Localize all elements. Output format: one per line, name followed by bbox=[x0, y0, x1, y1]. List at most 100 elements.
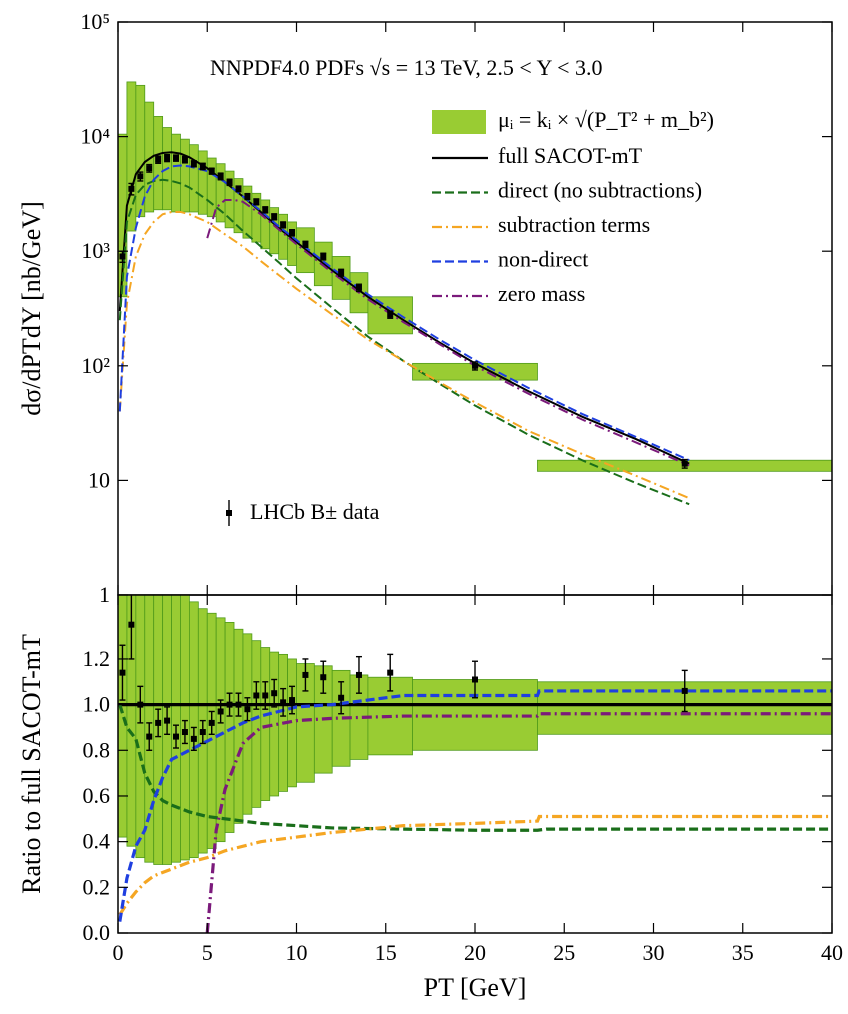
x-tick-label: 30 bbox=[643, 940, 665, 965]
data-point bbox=[119, 669, 126, 676]
data-point bbox=[164, 717, 171, 724]
band-bin bbox=[278, 213, 288, 260]
data-point bbox=[338, 694, 345, 701]
data-point bbox=[190, 735, 197, 742]
x-axis-label: PT [GeV] bbox=[424, 973, 527, 1002]
legend-label: zero mass bbox=[498, 281, 585, 306]
y-axis-label: Ratio to full SACOT-mT bbox=[17, 634, 46, 894]
x-tick-label: 40 bbox=[821, 940, 843, 965]
data-point bbox=[244, 706, 251, 713]
data-point bbox=[472, 676, 478, 683]
legend-swatch bbox=[226, 510, 232, 516]
band-bin bbox=[260, 647, 271, 801]
x-tick-label: 25 bbox=[553, 940, 575, 965]
y-tick-label: 10² bbox=[81, 353, 110, 378]
data-point bbox=[253, 692, 260, 699]
data-point bbox=[155, 156, 162, 163]
band-bin bbox=[118, 595, 128, 838]
legend-label: full SACOT-mT bbox=[498, 143, 643, 168]
y-tick-label: 0.6 bbox=[83, 783, 111, 808]
data-point bbox=[128, 621, 135, 628]
y-tick-label: 1 bbox=[99, 582, 110, 607]
data-point bbox=[199, 163, 206, 170]
data-point bbox=[271, 690, 278, 697]
data-point bbox=[235, 701, 242, 708]
data-point bbox=[271, 213, 278, 220]
data-point bbox=[320, 674, 327, 681]
data-point bbox=[164, 155, 171, 162]
data-point bbox=[190, 160, 197, 167]
data-point bbox=[355, 671, 362, 678]
series-line bbox=[118, 704, 832, 832]
x-tick-label: 35 bbox=[732, 940, 754, 965]
y-tick-label: 0.8 bbox=[83, 737, 111, 762]
y-tick-label: 1.2 bbox=[83, 646, 111, 671]
data-point bbox=[181, 729, 188, 736]
data-point bbox=[289, 697, 296, 704]
data-point bbox=[387, 311, 394, 318]
x-tick-label: 5 bbox=[202, 940, 213, 965]
data-point bbox=[181, 156, 188, 163]
data-point bbox=[217, 708, 224, 715]
band-bin bbox=[233, 628, 244, 824]
data-point bbox=[681, 687, 688, 694]
series-line bbox=[118, 151, 690, 465]
data-point bbox=[280, 221, 287, 228]
data-point bbox=[146, 165, 153, 172]
data-point bbox=[289, 229, 296, 236]
data-point bbox=[302, 671, 309, 678]
data-point bbox=[137, 173, 144, 180]
data-point bbox=[235, 185, 242, 192]
series-line bbox=[118, 210, 690, 500]
band-bin bbox=[171, 133, 181, 213]
y-tick-label: 0.4 bbox=[83, 829, 111, 854]
chart-title: NNPDF4.0 PDFs √s = 13 TeV, 2.5 < Y < 3.0 bbox=[210, 55, 603, 80]
series-line bbox=[206, 198, 690, 467]
band-bin bbox=[206, 157, 217, 218]
y-axis-label: dσ/dPTdY [nb/GeV] bbox=[17, 201, 46, 416]
y-tick-label: 10³ bbox=[81, 238, 110, 263]
data-point bbox=[320, 253, 327, 260]
y-tick-label: 10⁴ bbox=[80, 124, 110, 149]
data-point bbox=[199, 729, 206, 736]
data-point bbox=[253, 198, 260, 205]
data-point bbox=[387, 669, 394, 676]
legend-label: subtraction terms bbox=[498, 212, 650, 237]
y-tick-label: 1.0 bbox=[83, 692, 111, 717]
data-point bbox=[226, 701, 233, 708]
legend-label: μᵢ = kᵢ × √(P_T² + m_b²) bbox=[498, 107, 714, 132]
band-bin bbox=[180, 138, 190, 213]
data-point bbox=[681, 460, 688, 467]
data-point bbox=[302, 241, 309, 248]
data-point bbox=[155, 719, 162, 726]
series-line bbox=[118, 814, 832, 916]
plot-area bbox=[118, 595, 832, 933]
band-bin bbox=[251, 640, 262, 808]
x-tick-label: 10 bbox=[286, 940, 308, 965]
data-point bbox=[262, 692, 269, 699]
band-bin bbox=[135, 595, 146, 859]
data-point bbox=[137, 701, 144, 708]
data-point bbox=[119, 253, 126, 260]
plot-area bbox=[118, 81, 832, 506]
legend-swatch bbox=[432, 110, 486, 134]
data-point bbox=[146, 733, 153, 740]
data-point bbox=[338, 269, 345, 276]
band-bin bbox=[135, 84, 146, 218]
data-point bbox=[128, 185, 135, 192]
legend-label: non-direct bbox=[498, 247, 588, 272]
series-line bbox=[118, 178, 690, 506]
data-point bbox=[355, 284, 362, 291]
legend-label: LHCb B± data bbox=[250, 499, 380, 524]
y-tick-label: 10⁵ bbox=[80, 9, 110, 34]
data-point bbox=[217, 173, 224, 180]
band-bin bbox=[197, 150, 208, 215]
data-point bbox=[173, 155, 180, 162]
data-point bbox=[280, 699, 287, 706]
data-point bbox=[472, 362, 478, 369]
frame bbox=[117, 21, 833, 596]
legend-label: direct (no subtractions) bbox=[498, 178, 702, 203]
data-point bbox=[226, 179, 233, 186]
